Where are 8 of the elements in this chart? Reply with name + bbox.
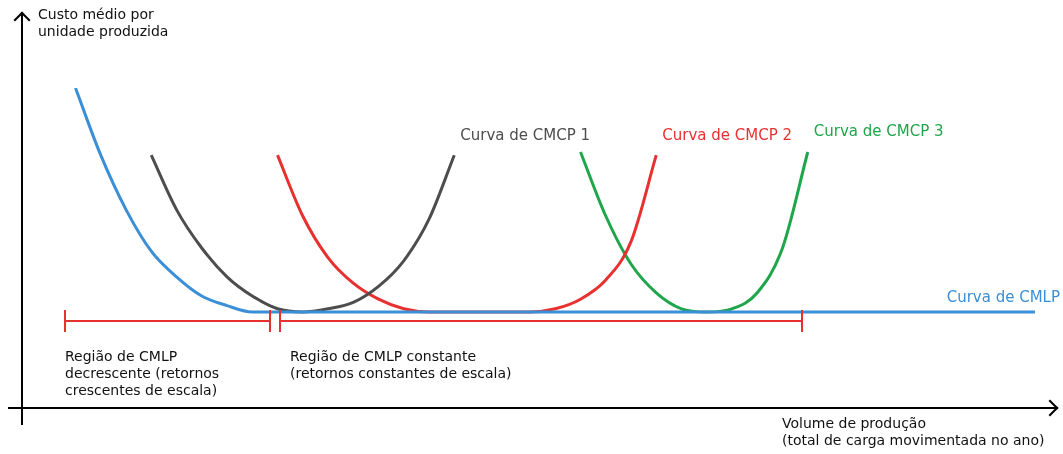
annotation: Região de CMLP decrescente (retornos crescentes de escala) xyxy=(65,348,220,399)
series-label: Curva de CMLP xyxy=(946,288,1061,307)
x-axis-title: Volume de produção (total de carga movimentada no ano) xyxy=(782,415,1045,449)
annotation: Região de CMLP constante (retornos constantes de escala) xyxy=(290,348,512,382)
y-axis-title: Custo médio por unidade produzida xyxy=(38,6,169,40)
series-label: Curva de CMCP 3 xyxy=(813,122,944,141)
series-label: Curva de CMCP 2 xyxy=(662,125,792,144)
series-label: Curva de CMCP 1 xyxy=(460,125,590,144)
